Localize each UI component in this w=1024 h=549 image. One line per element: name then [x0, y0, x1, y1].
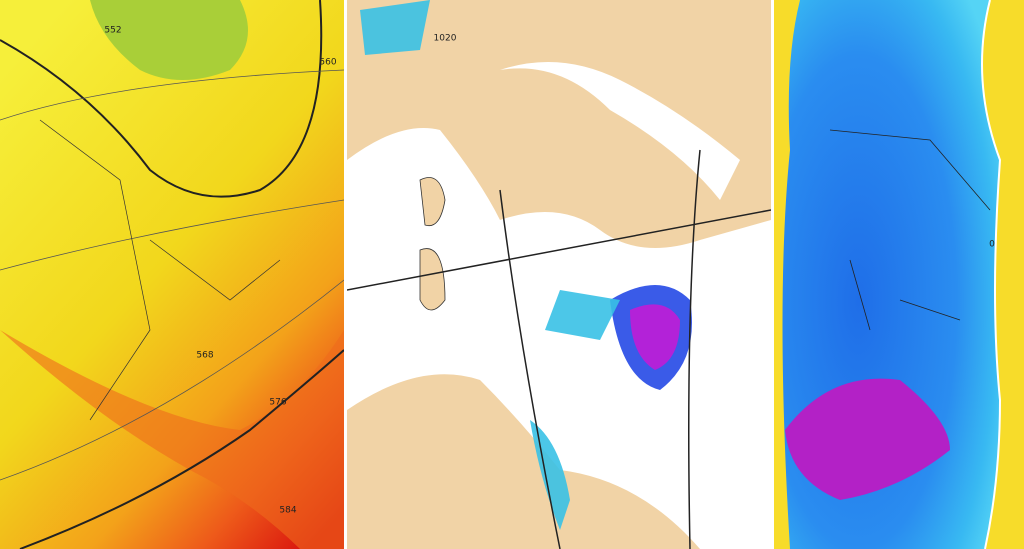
geopotential-panel: 552 560 568 576 584: [0, 0, 344, 549]
contour-label: 576: [269, 398, 286, 408]
contour-label: 552: [104, 26, 121, 36]
contour-label: 568: [196, 351, 213, 361]
contour-label: 584: [279, 506, 296, 516]
temperature-panel: 0: [774, 0, 1024, 549]
precipitation-panel: 1020: [347, 0, 771, 549]
contour-label: 1020: [434, 34, 457, 44]
contour-label: 0: [989, 240, 995, 250]
contour-label: 560: [319, 58, 336, 68]
